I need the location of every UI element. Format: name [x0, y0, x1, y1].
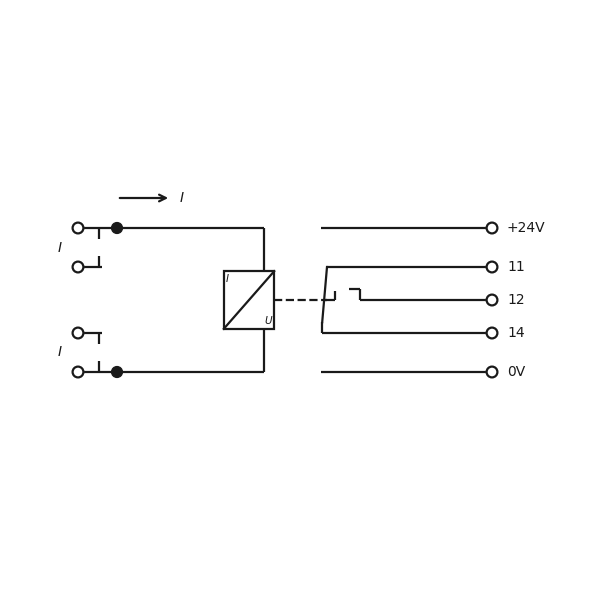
Text: I: I: [58, 346, 62, 359]
Text: +24V: +24V: [507, 221, 545, 235]
Circle shape: [73, 328, 83, 338]
Circle shape: [73, 223, 83, 233]
Text: U: U: [264, 316, 272, 326]
Bar: [224, 271, 274, 329]
Text: 0V: 0V: [507, 365, 525, 379]
Circle shape: [112, 223, 122, 233]
Text: I: I: [180, 191, 184, 205]
Circle shape: [487, 367, 497, 377]
Circle shape: [487, 223, 497, 233]
Circle shape: [487, 328, 497, 338]
Circle shape: [487, 262, 497, 272]
Text: I: I: [226, 274, 229, 284]
Text: 14: 14: [507, 326, 524, 340]
Circle shape: [73, 262, 83, 272]
Circle shape: [112, 367, 122, 377]
Text: 12: 12: [507, 293, 524, 307]
Text: 11: 11: [507, 260, 525, 274]
Circle shape: [487, 295, 497, 305]
Circle shape: [73, 367, 83, 377]
Text: I: I: [58, 241, 62, 254]
